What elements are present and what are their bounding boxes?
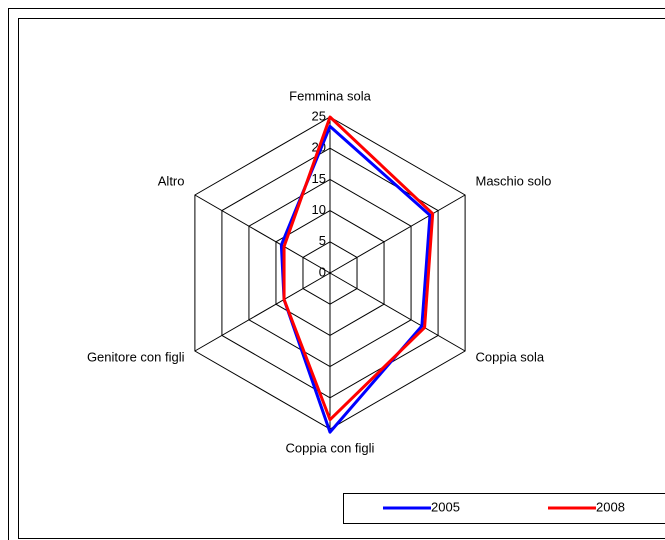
- chart-frame: [18, 18, 665, 539]
- legend-label: 2008: [596, 499, 625, 514]
- category-label: Coppia sola: [475, 349, 544, 364]
- spoke: [329, 272, 466, 352]
- r-tick-label: 25: [312, 108, 326, 123]
- legend-box: [343, 493, 665, 524]
- r-tick-label: 10: [312, 202, 326, 217]
- spoke: [329, 194, 466, 274]
- category-label: Femmina sola: [289, 88, 371, 103]
- r-tick-label: 5: [319, 233, 326, 248]
- spoke: [194, 272, 331, 352]
- category-label: Maschio solo: [475, 173, 551, 188]
- series-line: [279, 124, 432, 434]
- category-label: Altro: [158, 173, 185, 188]
- series-line: [282, 115, 435, 422]
- r-tick-label: 0: [319, 264, 326, 279]
- spoke: [194, 194, 331, 274]
- category-label: Genitore con figli: [87, 349, 185, 364]
- legend-label: 2005: [431, 499, 460, 514]
- category-label: Coppia con figli: [286, 440, 375, 455]
- r-tick-label: 15: [312, 171, 326, 186]
